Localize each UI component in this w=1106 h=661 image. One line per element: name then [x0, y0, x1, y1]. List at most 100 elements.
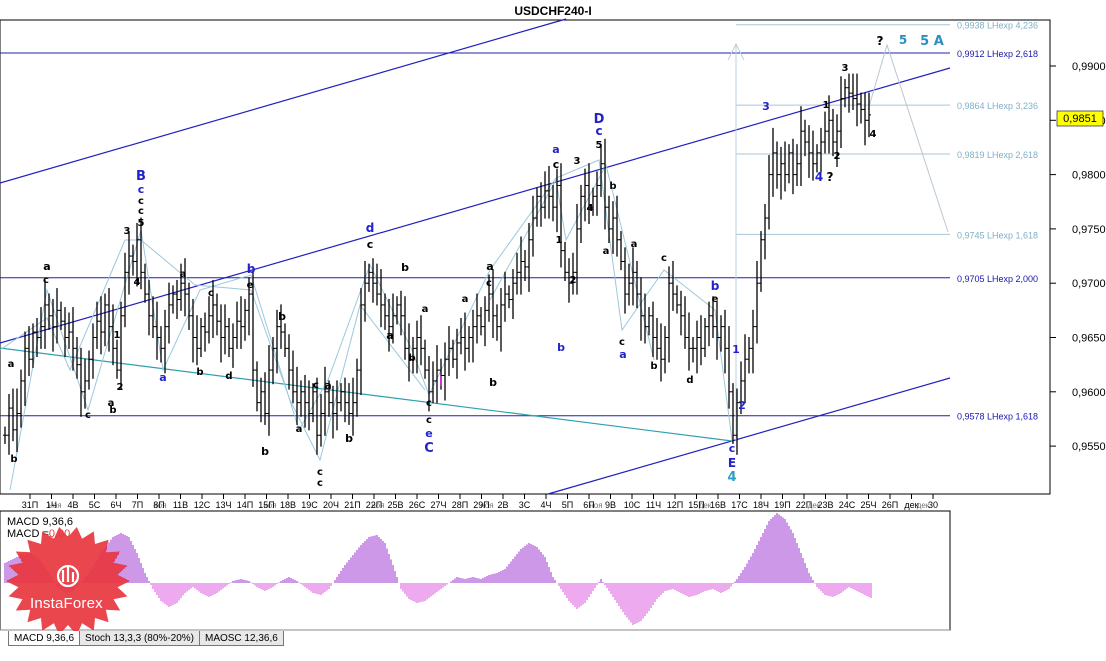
wave-label: d [686, 375, 693, 386]
x-tick-label: 27Ч [430, 500, 446, 510]
x-tick-label: 11Ч [646, 500, 661, 510]
wave-label: b [345, 432, 353, 445]
current-price-text: 0,9851 [1063, 113, 1097, 125]
x-month-label: ноя [371, 501, 384, 510]
wave-label: 2 [738, 399, 746, 412]
wave-label: b [711, 279, 720, 293]
instaforex-logo [6, 527, 130, 635]
x-tick-label: 19С [301, 500, 318, 510]
middle-channel-line [0, 67, 951, 344]
x-tick-label: дек [904, 500, 918, 510]
wave-label: ? [877, 34, 884, 48]
wave-label: 5 A [920, 34, 944, 49]
x-tick-label: 23В [817, 500, 833, 510]
wave-label: c [313, 380, 319, 391]
wave-label: c [138, 206, 144, 217]
x-month-label: дек [917, 501, 930, 510]
wave-label: c [426, 415, 432, 426]
wave-label: 4 [134, 277, 141, 288]
x-tick-label: 5С [89, 500, 101, 510]
wave-label: c [595, 124, 602, 138]
x-tick-label: 17С [731, 500, 748, 510]
wave-label: b [247, 262, 256, 276]
x-tick-label: 6Ч [110, 500, 121, 510]
y-tick-label: 0,9750 [1072, 224, 1106, 236]
wave-label: 1 [114, 330, 121, 341]
wave-label: c [553, 158, 560, 171]
macd-panel-frame [0, 510, 951, 631]
wave-label: b [196, 367, 203, 378]
wave-label: 4 [815, 170, 823, 184]
wave-label: e [247, 280, 254, 291]
x-month-label: ноя [263, 501, 276, 510]
logo-emblem-circle [56, 564, 80, 588]
wave-label: e [425, 427, 432, 440]
x-month-label: дек [808, 501, 821, 510]
wave-label: a [603, 246, 610, 257]
wave-label: b [109, 405, 116, 416]
x-tick-label: 30 [928, 500, 938, 510]
wave-label: a [43, 260, 50, 273]
triangle-base-line [0, 347, 733, 442]
x-month-label: ноя [480, 501, 493, 510]
wave-label: d [225, 371, 232, 382]
wave-label: 5 [596, 140, 603, 151]
wave-label: c [138, 196, 144, 207]
fib-level-label: 0,9705 LНexp 2,000 [957, 274, 1038, 284]
x-tick-label: 14П [237, 500, 253, 510]
fib-level-label: 0,9745 LНexp 1,618 [957, 230, 1038, 240]
y-tick-label: 0,9600 [1072, 387, 1106, 399]
x-tick-label: 15П [258, 500, 274, 510]
x-tick-label: 11В [173, 500, 188, 510]
x-tick-label: 12С [194, 500, 211, 510]
wave-label: c [138, 183, 145, 196]
forecast-line [867, 43, 949, 233]
fib-level-label: 0,9578 LНexp 1,618 [957, 412, 1038, 422]
wave-label: 1 [823, 100, 830, 111]
wave-label: a [552, 143, 559, 156]
wave-label: b [609, 181, 616, 192]
x-tick-label: 20Ч [323, 500, 339, 510]
x-tick-label: 8П [153, 500, 164, 510]
wave-label: D [594, 112, 605, 127]
x-tick-label: 12П [667, 500, 683, 510]
x-tick-label: 18Ч [753, 500, 769, 510]
logo-emblem [56, 564, 80, 588]
x-month-label: дек [699, 501, 712, 510]
wave-label: 4 [870, 129, 877, 140]
wave-label: 1 [732, 343, 740, 356]
x-tick-label: 10С [624, 500, 641, 510]
wave-label: c [317, 478, 323, 489]
x-tick-label: 2В [497, 500, 508, 510]
wave-label: E [728, 456, 736, 470]
wave-label: 4 [587, 203, 594, 214]
wave-label: 3 [762, 100, 770, 113]
x-month-label: ноя [589, 501, 602, 510]
current-price-label: 0,9851 [1056, 110, 1104, 127]
wave-label: c [661, 253, 667, 264]
tab-maosc[interactable]: MAOSC 12,36,6 [198, 631, 284, 646]
wave-label: c [729, 442, 736, 455]
x-tick-label: 22П [366, 500, 382, 510]
y-tick-label: 0,9650 [1072, 333, 1106, 345]
x-tick-label: 1Ч [46, 500, 57, 510]
indicator-tabs: MACD 9,36,6 Stoch 13,3,3 (80%-20%) MAOSC… [8, 631, 284, 647]
x-month-label: ноя [48, 501, 61, 510]
wave-label: b [278, 310, 286, 323]
price-bars-group [3, 73, 871, 455]
wave-label: a [180, 269, 187, 280]
wave-label: d [366, 221, 375, 235]
wave-guide-line [489, 163, 655, 361]
tab-macd[interactable]: MACD 9,36,6 [8, 631, 81, 646]
x-tick-label: 13Ч [215, 500, 231, 510]
wave-label: b [401, 261, 409, 274]
wave-label: C [424, 441, 434, 456]
wave-label: 1 [556, 235, 563, 246]
wave-label: c [208, 288, 214, 299]
macd-label-1: MACD 9,36,6 [7, 516, 73, 528]
instaforex-logo-text: InstaForex [30, 595, 103, 612]
fib-level-label: 0,9938 LНexp 4,236 [957, 21, 1038, 31]
wave-label: b [650, 361, 657, 372]
wave-label: a [386, 329, 393, 342]
tab-stoch[interactable]: Stoch 13,3,3 (80%-20%) [79, 631, 200, 646]
